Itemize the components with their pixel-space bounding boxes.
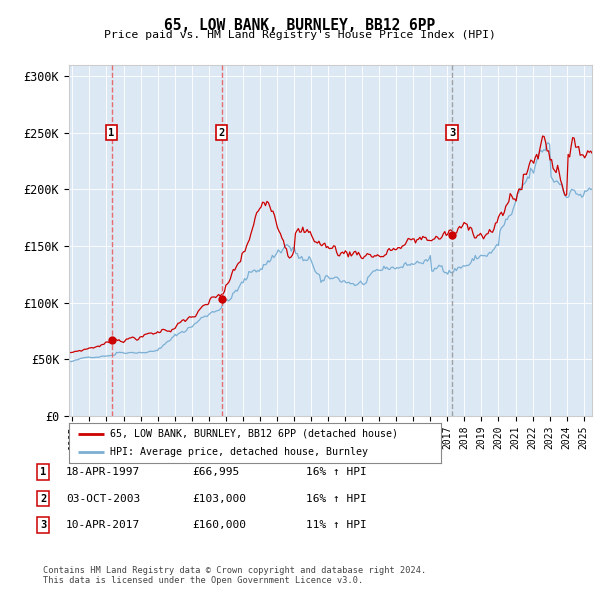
Text: 16% ↑ HPI: 16% ↑ HPI (306, 467, 367, 477)
Text: 18-APR-1997: 18-APR-1997 (66, 467, 140, 477)
Text: 65, LOW BANK, BURNLEY, BB12 6PP: 65, LOW BANK, BURNLEY, BB12 6PP (164, 18, 436, 32)
Text: 16% ↑ HPI: 16% ↑ HPI (306, 494, 367, 503)
Text: 1: 1 (109, 128, 115, 138)
Text: Price paid vs. HM Land Registry's House Price Index (HPI): Price paid vs. HM Land Registry's House … (104, 30, 496, 40)
Text: £66,995: £66,995 (192, 467, 239, 477)
Text: 2: 2 (218, 128, 224, 138)
Text: 65, LOW BANK, BURNLEY, BB12 6PP (detached house): 65, LOW BANK, BURNLEY, BB12 6PP (detache… (110, 429, 398, 439)
Text: 10-APR-2017: 10-APR-2017 (66, 520, 140, 530)
Text: 11% ↑ HPI: 11% ↑ HPI (306, 520, 367, 530)
Text: 1: 1 (40, 467, 46, 477)
Text: 3: 3 (449, 128, 455, 138)
Text: £160,000: £160,000 (192, 520, 246, 530)
Text: 3: 3 (40, 520, 46, 530)
Text: HPI: Average price, detached house, Burnley: HPI: Average price, detached house, Burn… (110, 447, 368, 457)
Text: 2: 2 (40, 494, 46, 503)
Text: Contains HM Land Registry data © Crown copyright and database right 2024.
This d: Contains HM Land Registry data © Crown c… (43, 566, 427, 585)
Text: £103,000: £103,000 (192, 494, 246, 503)
Text: 03-OCT-2003: 03-OCT-2003 (66, 494, 140, 503)
